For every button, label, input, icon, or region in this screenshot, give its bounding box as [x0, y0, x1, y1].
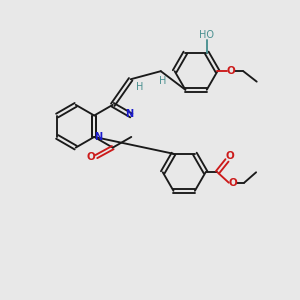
- Text: H: H: [136, 82, 144, 92]
- Text: H: H: [159, 76, 166, 86]
- Text: HO: HO: [199, 30, 214, 40]
- Text: N: N: [94, 132, 102, 142]
- Text: O: O: [87, 152, 95, 161]
- Text: O: O: [226, 151, 234, 161]
- Text: N: N: [125, 109, 133, 119]
- Text: O: O: [227, 66, 236, 76]
- Text: O: O: [229, 178, 237, 188]
